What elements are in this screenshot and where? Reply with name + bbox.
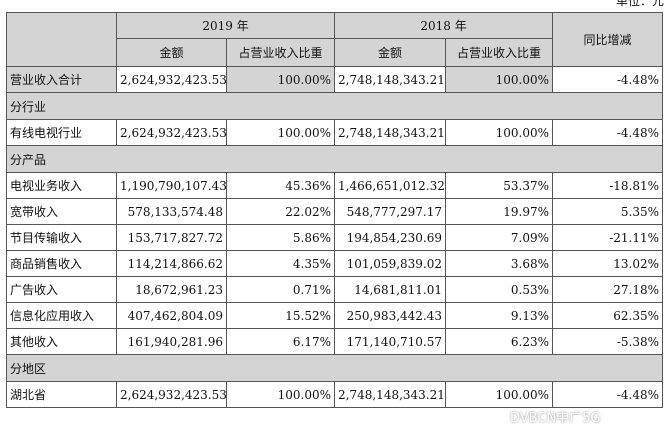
table-row: 其他收入 161,940,281.96 6.17% 171,140,710.57 6.2…: [6, 328, 664, 355]
row-label: 营业收入合计: [6, 66, 117, 93]
cell-yoy: -5.38%: [552, 328, 664, 355]
cell-label: 节目传输收入: [6, 224, 117, 251]
cell-yoy: 27.18%: [552, 276, 664, 303]
cell-r2019: 4.35%: [225, 250, 336, 277]
cell-label: 有线电视行业: [6, 119, 117, 146]
cell-r2018: 19.97%: [445, 198, 554, 225]
cell-a2019: 114,214,866.62: [116, 250, 227, 277]
cell-a2019: 153,717,827.72: [116, 224, 227, 251]
header-2019: 2019 年: [115, 12, 336, 39]
cell-r2018: 3.68%: [445, 250, 554, 277]
table-row: 信息化应用收入 407,462,804.09 15.52% 250,983,442.4…: [6, 302, 664, 329]
cell-yoy: -21.11%: [552, 224, 664, 251]
cell-a2018: 548,777,297.17: [334, 198, 447, 225]
cell-r2018: 6.23%: [445, 328, 554, 355]
cell-label: 电视业务收入: [6, 172, 117, 199]
cell-yoy: -18.81%: [552, 172, 664, 199]
amount-2018: 2,748,148,343.21: [334, 66, 447, 93]
cell-yoy: 5.35%: [552, 198, 664, 225]
cell-a2018: 14,681,811.01: [334, 276, 447, 303]
cell-yoy: -4.48%: [552, 381, 664, 408]
cell-yoy: -4.48%: [552, 119, 664, 146]
cell-r2019: 15.52%: [225, 302, 336, 329]
cell-label: 信息化应用收入: [6, 302, 117, 329]
cell-a2019: 2,624,932,423.53: [116, 381, 227, 408]
ratio-2019: 100.00%: [225, 66, 336, 93]
cell-a2018: 194,854,230.69: [334, 224, 447, 251]
header-blank: [6, 12, 117, 67]
unit-label: 单位：元: [615, 0, 664, 8]
section-title: 分行业: [5, 92, 664, 120]
cell-r2019: 45.36%: [225, 172, 336, 199]
total-row: 营业收入合计 2,624,932,423.53 100.00% 2,748,14…: [6, 66, 664, 93]
cell-label: 商品销售收入: [6, 250, 117, 277]
cell-r2019: 5.86%: [225, 224, 336, 251]
header-amount-2019: 金额: [116, 38, 227, 67]
table-row: 湖北省 2,624,932,423.53 100.00% 2,748,148,343.…: [6, 381, 664, 408]
header-amount-2018: 金额: [334, 38, 447, 67]
cell-r2019: 100.00%: [225, 381, 336, 408]
cell-yoy: 13.02%: [552, 250, 664, 277]
yoy: -4.48%: [552, 66, 664, 93]
cell-a2018: 1,466,651,012.32: [334, 172, 447, 199]
header-ratio-2018: 占营业收入比重: [445, 38, 554, 67]
watermark: DVBCN中广5G: [510, 411, 601, 426]
cell-r2018: 9.13%: [445, 302, 554, 329]
cell-a2019: 1,190,790,107.43: [116, 172, 227, 199]
cell-label: 其他收入: [6, 328, 117, 355]
cell-a2018: 171,140,710.57: [334, 328, 447, 355]
cell-a2018: 250,983,442.43: [334, 302, 447, 329]
cell-r2019: 22.02%: [225, 198, 336, 225]
section-title: 分地区: [5, 354, 664, 382]
cell-a2019: 18,672,961.23: [116, 276, 227, 303]
cell-r2018: 100.00%: [445, 381, 554, 408]
cell-r2019: 6.17%: [225, 328, 336, 355]
header-2018: 2018 年: [334, 12, 554, 39]
table-row: 节目传输收入 153,717,827.72 5.86% 194,854,230.69 7…: [6, 224, 664, 251]
revenue-table: 2019 年 2018 年 同比增减 金额 占营业收入比重 金额 占营业收入比重…: [5, 12, 664, 408]
cell-r2018: 7.09%: [445, 224, 554, 251]
section-row: 分地区: [5, 354, 664, 382]
cell-r2019: 0.71%: [225, 276, 336, 303]
section-title: 分产品: [5, 145, 664, 173]
table-row: 商品销售收入 114,214,866.62 4.35% 101,059,839.02 3…: [6, 250, 664, 277]
cell-a2018: 2,748,148,343.21: [334, 381, 447, 408]
cell-label: 宽带收入: [6, 198, 117, 225]
header-yoy: 同比增减: [552, 12, 664, 67]
cell-label: 湖北省: [6, 381, 117, 408]
section-row: 分产品: [5, 145, 664, 173]
table-row: 宽带收入 578,133,574.48 22.02% 548,777,297.17 19…: [6, 198, 664, 225]
cell-r2018: 0.53%: [445, 276, 554, 303]
cell-a2018: 2,748,148,343.21: [334, 119, 447, 146]
table-row: 有线电视行业 2,624,932,423.53 100.00% 2,748,148,3…: [6, 119, 664, 146]
cell-a2019: 2,624,932,423.53: [116, 119, 227, 146]
table-row: 广告收入 18,672,961.23 0.71% 14,681,811.01 0.53%…: [6, 276, 664, 303]
ratio-2018: 100.00%: [445, 66, 554, 93]
amount-2019: 2,624,932,423.53: [116, 66, 227, 93]
header-ratio-2019: 占营业收入比重: [225, 38, 336, 67]
cell-yoy: 62.35%: [552, 302, 664, 329]
cell-a2019: 407,462,804.09: [116, 302, 227, 329]
cell-label: 广告收入: [6, 276, 117, 303]
cell-a2019: 578,133,574.48: [116, 198, 227, 225]
cell-a2018: 101,059,839.02: [334, 250, 447, 277]
cell-r2018: 100.00%: [445, 119, 554, 146]
table-row: 电视业务收入 1,190,790,107.43 45.36% 1,466,651,01…: [6, 172, 664, 199]
section-row: 分行业: [5, 92, 664, 120]
cell-r2018: 53.37%: [445, 172, 554, 199]
cell-a2019: 161,940,281.96: [116, 328, 227, 355]
cell-r2019: 100.00%: [225, 119, 336, 146]
